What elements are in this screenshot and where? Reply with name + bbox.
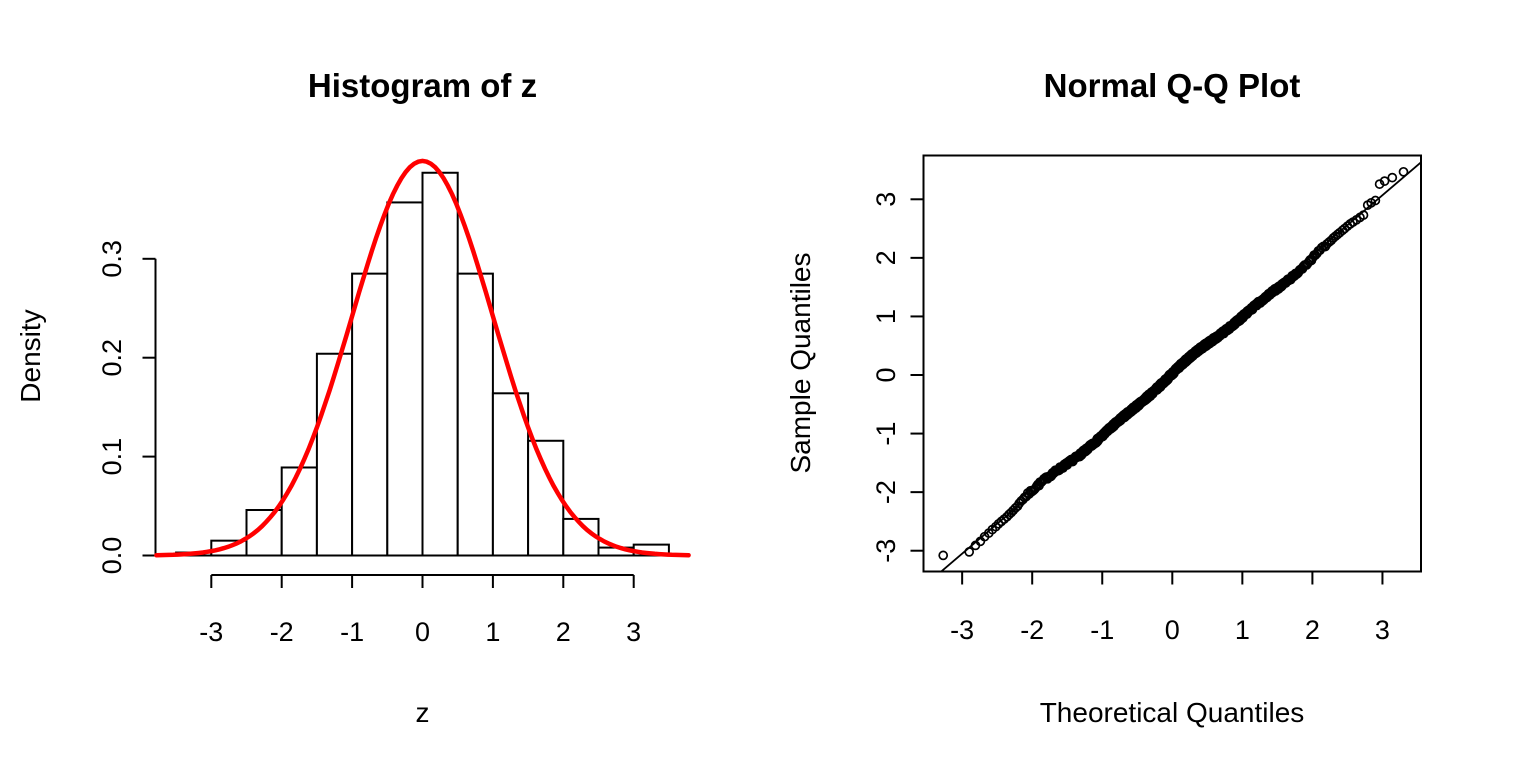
hist-y-axis [142,257,157,557]
qq-x-tick-label: 2 [1305,615,1320,645]
histogram-bars [175,171,670,557]
qq-reference-line [940,161,1422,573]
qq-x-tick-label: 1 [1235,615,1250,645]
histogram-bar [527,439,565,557]
hist-x-tick-label: -3 [199,617,223,647]
histogram-y-axis-label: Density [15,309,46,402]
hist-x-tick-label: 2 [556,617,571,647]
qq-y-tick-label: 0 [871,367,901,382]
qq-y-tick-label: 2 [871,250,901,265]
hist-y-tick-label: 0.2 [97,339,127,377]
hist-y-tick-label: 0.3 [97,240,127,278]
hist-y-tick-labels: 0.0 0.1 0.2 0.3 [97,240,127,574]
hist-x-tick-label: 3 [626,617,641,647]
qq-tail-point [1370,195,1381,206]
histogram-bar [315,352,354,557]
hist-x-axis [210,574,635,588]
histogram-x-axis-label: z [416,697,430,728]
hist-y-tick-label: 0.1 [97,438,127,476]
qq-tail-point [1339,223,1350,234]
qq-x-tick-label: -1 [1090,615,1114,645]
qq-y-tick-label: -1 [871,422,901,446]
qq-y-tick-labels: -3 -2 -1 0 1 2 3 [871,192,901,563]
qq-y-axis [910,198,924,552]
qq-tail-point [993,518,1004,529]
qq-x-tick-label: 3 [1375,615,1390,645]
histogram-title: Histogram of z [308,67,537,104]
qq-x-axis-label: Theoretical Quantiles [1040,697,1305,728]
hist-x-tick-label: -2 [270,617,294,647]
histogram-bar [386,201,424,557]
qq-y-tick-label: 3 [871,192,901,207]
qq-plot-title: Normal Q-Q Plot [1044,67,1301,104]
hist-y-tick-label: 0.0 [97,537,127,575]
qq-tail-point [1387,172,1398,183]
qq-y-tick-label: 1 [871,309,901,324]
histogram-bar [491,392,530,557]
hist-x-tick-labels: -3 -2 -1 0 1 2 3 [199,617,641,647]
hist-x-tick-label: 1 [485,617,500,647]
qq-tail-point [1010,503,1021,513]
qq-tail-point [1398,166,1409,177]
histogram-bar [456,272,494,557]
qq-points [938,166,1409,561]
qq-x-tick-labels: -3 -2 -1 0 1 2 3 [950,615,1390,645]
hist-x-tick-label: 0 [415,617,430,647]
qq-x-tick-label: -3 [950,615,974,645]
histogram-bar [280,466,318,557]
normal-density-curve [154,158,691,558]
histogram-bar [421,171,459,557]
qq-y-tick-label: -3 [871,539,901,563]
histogram-bar [351,272,389,557]
qq-x-tick-label: 0 [1165,615,1180,645]
qq-y-tick-label: -2 [871,480,901,504]
qq-tail-point [990,521,1001,532]
qq-tail-point [1379,176,1390,186]
qq-plot-frame [922,154,1422,573]
qq-tail-point [1012,501,1023,512]
qq-tail-point [938,550,949,561]
qq-x-tick-label: -2 [1020,615,1044,645]
qq-y-axis-label: Sample Quantiles [785,252,816,473]
qq-x-axis [961,571,1384,585]
qq-tail-point [1374,179,1385,189]
qq-tail-point [996,516,1007,527]
hist-x-tick-label: -1 [340,617,364,647]
